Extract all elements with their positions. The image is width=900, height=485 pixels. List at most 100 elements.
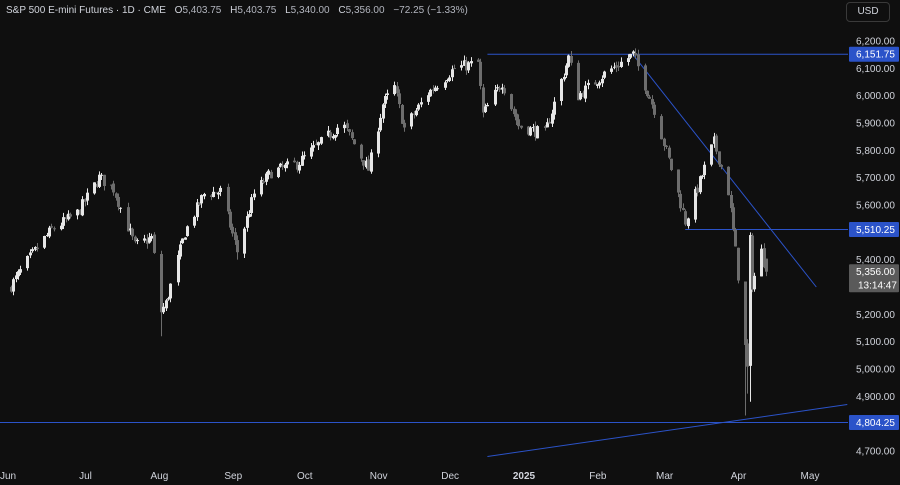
candle-body — [327, 130, 330, 136]
candle-body — [343, 124, 346, 129]
candle-body — [362, 160, 365, 166]
candle-body — [760, 248, 763, 277]
candle-body — [267, 170, 270, 175]
candle-body — [737, 247, 740, 281]
candle-body — [744, 281, 747, 345]
candle-body — [582, 92, 585, 98]
candle-body — [463, 60, 466, 66]
candle-body — [229, 211, 232, 228]
candle-body — [100, 174, 103, 176]
candle-body — [665, 145, 668, 147]
candle-body — [12, 279, 15, 292]
candle-body — [410, 113, 413, 127]
candle-body — [560, 78, 563, 101]
candle-body — [243, 228, 246, 254]
candle-body — [196, 202, 199, 218]
candle-body — [148, 237, 151, 243]
candle-body — [513, 108, 516, 115]
candle-body — [648, 96, 651, 99]
candle-body — [36, 247, 39, 249]
candle-body — [484, 106, 487, 112]
candle-body — [687, 218, 690, 227]
candle-body — [653, 104, 656, 115]
candle-body — [236, 240, 239, 253]
candle-body — [167, 298, 170, 300]
level-price-label: 6,151.75 — [856, 50, 895, 61]
y-tick-label: 5,900.00 — [856, 119, 895, 130]
candle-body — [260, 180, 263, 195]
candle-body — [270, 171, 273, 179]
candle-body — [403, 122, 406, 128]
candle-body — [699, 176, 702, 193]
x-tick-label: Nov — [370, 471, 388, 482]
candle-body — [310, 147, 313, 157]
candle-body — [131, 228, 134, 237]
candle-body — [486, 105, 489, 107]
open-label: O — [174, 5, 183, 16]
candle-body — [81, 199, 84, 216]
candle-body — [31, 249, 34, 252]
candle-body — [393, 85, 396, 95]
candle-body — [93, 182, 96, 194]
candle-body — [503, 88, 506, 94]
candle-body — [234, 232, 237, 241]
candle-body — [520, 125, 523, 128]
candle-body — [679, 193, 682, 209]
candle-body — [250, 197, 253, 214]
currency-button[interactable]: USD — [846, 2, 890, 22]
candle-body — [98, 174, 101, 187]
last-price-label: 5,356.00 — [856, 267, 895, 278]
candle-body — [96, 183, 99, 187]
instrument-name: S&P 500 E-mini Futures · 1D · CME — [6, 5, 166, 16]
candle-body — [732, 207, 735, 230]
price-labels: 6,151.75 5,510.25 4,804.25 5,356.00 13:14:47 — [849, 46, 899, 431]
candle-body — [517, 119, 520, 127]
x-tick-label: 2025 — [513, 471, 536, 482]
y-tick-label: 4,700.00 — [856, 447, 895, 458]
time-axis[interactable]: Jun Jul Aug Sep Oct Nov Dec 2025 Feb Mar Apr May — [0, 471, 819, 482]
candle-body — [293, 160, 296, 163]
candle-body — [749, 235, 752, 366]
candle-body — [200, 195, 203, 204]
candle-body — [470, 61, 473, 64]
candle-body — [181, 238, 184, 244]
x-tick-label: Oct — [297, 471, 313, 482]
trendlines — [487, 54, 848, 457]
candle-body — [186, 226, 189, 237]
candle-body — [713, 136, 716, 144]
candle-body — [527, 126, 530, 135]
candle-body — [598, 82, 601, 86]
candle-body — [551, 113, 554, 124]
candle-body — [320, 137, 323, 144]
trendline — [632, 54, 817, 288]
trendline — [487, 404, 848, 457]
low-value: 5,340.00 — [290, 5, 330, 16]
candle-body — [718, 151, 721, 165]
open-value: 5,403.75 — [182, 5, 222, 16]
candle-body — [420, 102, 423, 105]
candle-body — [86, 192, 89, 201]
candle-body — [670, 158, 673, 170]
candle-body — [632, 51, 635, 54]
candle-body — [53, 228, 56, 230]
bar-countdown: 13:14:47 — [858, 281, 897, 292]
candle-body — [84, 198, 87, 202]
last-price-tag — [849, 264, 899, 293]
candle-body — [663, 138, 666, 146]
candle-body — [496, 87, 499, 89]
candle-body — [587, 82, 590, 86]
candle-body — [703, 164, 706, 176]
candle-body — [348, 129, 351, 132]
candle-body — [386, 93, 389, 96]
candle-body — [160, 254, 163, 313]
candle-body — [379, 117, 382, 131]
candle-body — [19, 269, 22, 273]
candle-body — [110, 184, 113, 186]
candle-body — [286, 161, 289, 165]
candle-body — [179, 244, 182, 257]
candle-body — [315, 143, 318, 145]
price-axis[interactable]: 6,200.00 6,100.00 6,000.00 5,900.00 5,800.00… — [856, 37, 895, 458]
candle-body — [46, 235, 49, 237]
candle-body — [715, 135, 718, 152]
